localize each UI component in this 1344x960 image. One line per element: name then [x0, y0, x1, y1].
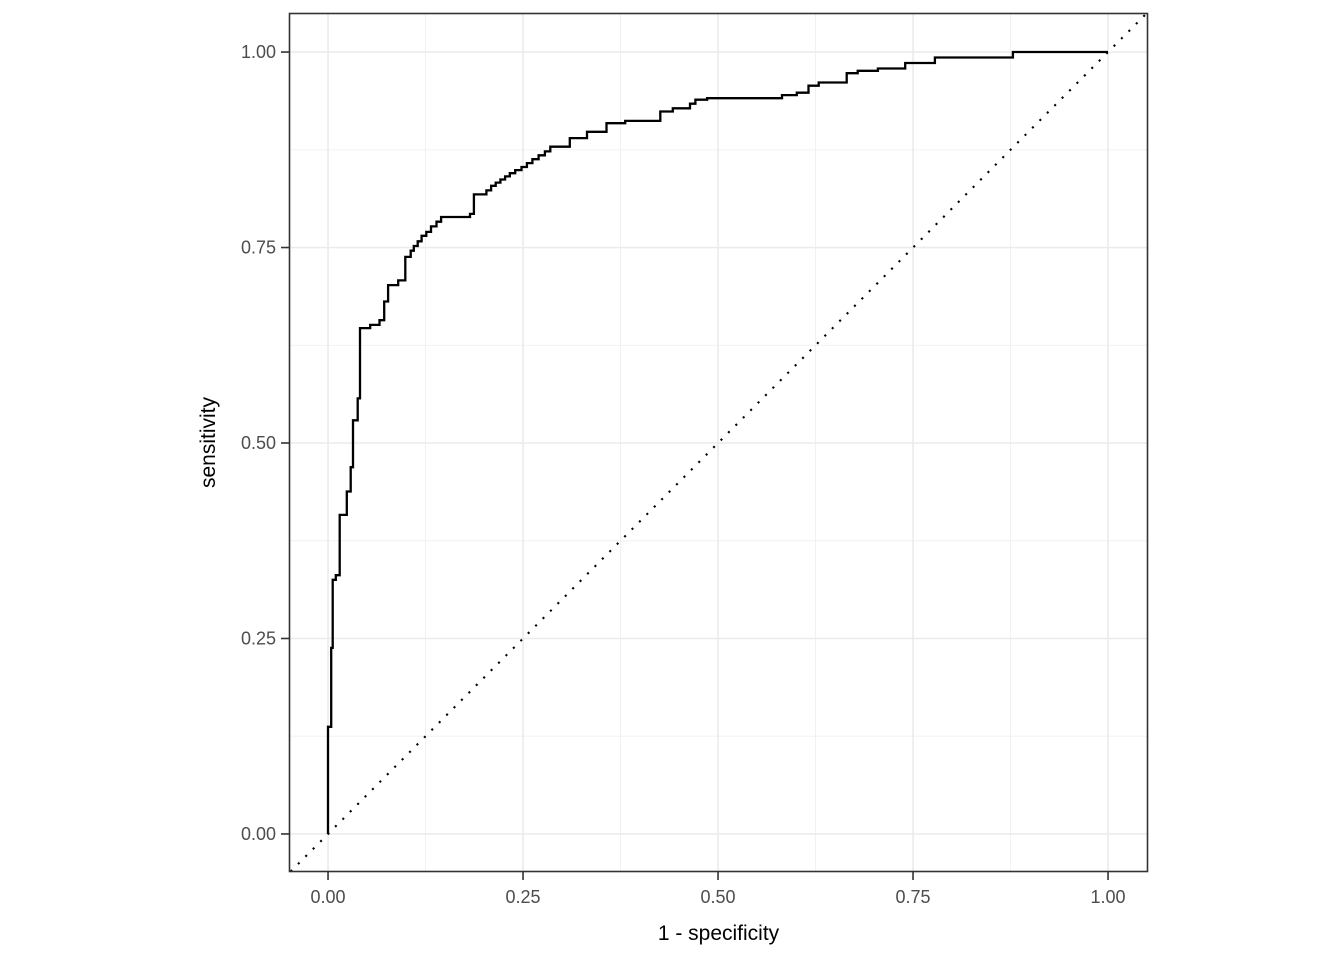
gridlines-major: [289, 13, 1148, 872]
y-tick-label: 0.25: [241, 628, 276, 648]
x-axis-tick-labels: 0.00 0.25 0.50 0.75 1.00: [311, 887, 1126, 907]
x-tick-label: 0.00: [311, 887, 346, 907]
x-tick-label: 1.00: [1091, 887, 1126, 907]
roc-curve-line: [326, 50, 1108, 834]
y-tick-label: 0.50: [241, 433, 276, 453]
y-axis-title: sensitivity: [197, 396, 220, 488]
x-tick-label: 0.75: [896, 887, 931, 907]
x-tick-label: 0.25: [506, 887, 541, 907]
reference-line: [289, 12, 1148, 873]
roc-curve: [326, 50, 1108, 834]
y-tick-label: 1.00: [241, 42, 276, 62]
y-tick-label: 0.75: [241, 238, 276, 258]
x-tick-label: 0.50: [701, 887, 736, 907]
axis-tick-marks: [281, 51, 1109, 880]
y-tick-label: 0.00: [241, 824, 276, 844]
y-axis-tick-labels: 0.00 0.25 0.50 0.75 1.00: [241, 42, 276, 844]
diagonal-reference-line: [289, 12, 1148, 873]
x-axis-title: 1 - specificity: [658, 922, 780, 945]
